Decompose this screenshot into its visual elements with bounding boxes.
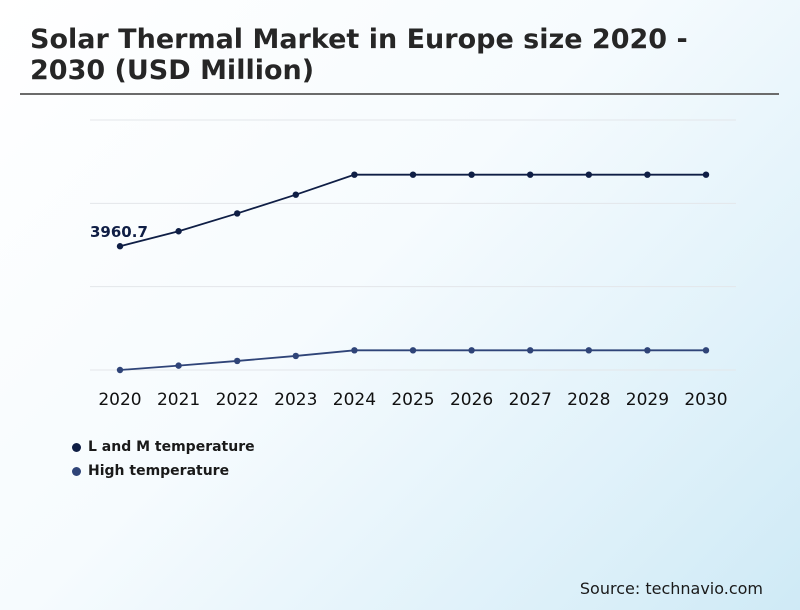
data-point bbox=[116, 243, 124, 250]
legend-marker-l-and-m bbox=[72, 442, 81, 452]
series-lines bbox=[116, 171, 710, 374]
data-point bbox=[234, 357, 241, 365]
x-tick-label: 2030 bbox=[684, 390, 727, 410]
legend-marker-high bbox=[72, 466, 81, 476]
data-point bbox=[292, 191, 299, 198]
data-point bbox=[351, 171, 358, 178]
data-point bbox=[585, 347, 592, 354]
chart-labels: 2020 2021 2022 2023 2024 2025 2026 2027 2028 2029… bbox=[90, 223, 728, 410]
data-point bbox=[234, 210, 241, 217]
legend-label-high: High temperature bbox=[88, 463, 230, 479]
data-point bbox=[351, 347, 358, 354]
source-note: Source: technavio.com bbox=[579, 579, 763, 598]
data-point bbox=[644, 347, 651, 354]
title-divider bbox=[20, 93, 779, 95]
data-point bbox=[116, 366, 124, 374]
legend: L and M temperature High temperature bbox=[72, 435, 255, 483]
x-tick-label: 2020 bbox=[98, 390, 141, 410]
data-point bbox=[585, 171, 592, 178]
x-tick-label: 2027 bbox=[509, 390, 552, 410]
data-point bbox=[468, 171, 475, 178]
data-point bbox=[527, 347, 534, 354]
data-point bbox=[644, 171, 651, 178]
x-tick-label: 2025 bbox=[391, 390, 434, 410]
data-point bbox=[527, 171, 534, 178]
chart-title: Solar Thermal Market in Europe size 2020… bbox=[30, 24, 688, 86]
data-point bbox=[702, 171, 710, 178]
x-tick-label: 2022 bbox=[216, 390, 259, 410]
data-point bbox=[702, 347, 710, 354]
series-line-0 bbox=[119, 173, 706, 248]
grid-lines bbox=[90, 119, 736, 371]
data-point bbox=[175, 228, 182, 235]
data-point bbox=[409, 171, 417, 178]
x-tick-label: 2023 bbox=[274, 390, 317, 410]
x-tick-label: 2028 bbox=[567, 390, 610, 410]
legend-item-l-and-m: L and M temperature bbox=[72, 435, 255, 459]
data-point bbox=[175, 362, 182, 369]
x-tick-label: 2026 bbox=[450, 390, 493, 410]
x-tick-label: 2021 bbox=[157, 390, 200, 410]
x-tick-label: 2024 bbox=[333, 390, 376, 410]
legend-item-high: High temperature bbox=[72, 459, 255, 483]
data-label: 3960.7 bbox=[90, 223, 148, 241]
data-point bbox=[468, 347, 475, 354]
data-point bbox=[292, 352, 299, 360]
data-point bbox=[409, 347, 417, 354]
legend-label-l-and-m: L and M temperature bbox=[88, 439, 255, 455]
x-tick-label: 2029 bbox=[626, 390, 669, 410]
